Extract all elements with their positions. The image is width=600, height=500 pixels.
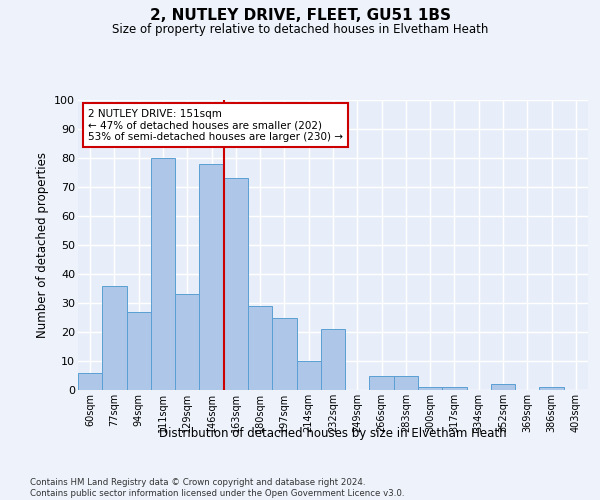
Text: Distribution of detached houses by size in Elvetham Heath: Distribution of detached houses by size … [159, 428, 507, 440]
Text: Size of property relative to detached houses in Elvetham Heath: Size of property relative to detached ho… [112, 22, 488, 36]
Bar [442, 387, 467, 390]
Bar [78, 372, 102, 390]
Bar [296, 361, 321, 390]
Bar [199, 164, 224, 390]
Text: Contains HM Land Registry data © Crown copyright and database right 2024.
Contai: Contains HM Land Registry data © Crown c… [30, 478, 404, 498]
Text: 2 NUTLEY DRIVE: 151sqm
← 47% of detached houses are smaller (202)
53% of semi-de: 2 NUTLEY DRIVE: 151sqm ← 47% of detached… [88, 108, 343, 142]
Bar [491, 384, 515, 390]
Text: 2, NUTLEY DRIVE, FLEET, GU51 1BS: 2, NUTLEY DRIVE, FLEET, GU51 1BS [149, 8, 451, 22]
Bar [175, 294, 199, 390]
Bar [539, 387, 564, 390]
Bar [224, 178, 248, 390]
Bar [272, 318, 296, 390]
Bar [102, 286, 127, 390]
Bar [151, 158, 175, 390]
Bar [418, 387, 442, 390]
Bar [394, 376, 418, 390]
Bar [127, 312, 151, 390]
Bar [248, 306, 272, 390]
Bar [370, 376, 394, 390]
Y-axis label: Number of detached properties: Number of detached properties [35, 152, 49, 338]
Bar [321, 329, 345, 390]
